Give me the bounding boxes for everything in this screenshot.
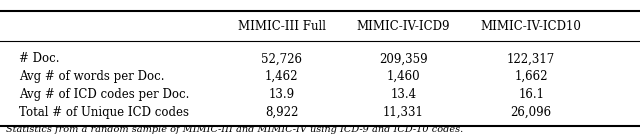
Text: 1,662: 1,662: [515, 70, 548, 83]
Text: MIMIC-III Full: MIMIC-III Full: [237, 20, 326, 32]
Text: 209,359: 209,359: [379, 52, 428, 65]
Text: # Doc.: # Doc.: [19, 52, 60, 65]
Text: MIMIC-IV-ICD9: MIMIC-IV-ICD9: [356, 20, 450, 32]
Text: Total # of Unique ICD codes: Total # of Unique ICD codes: [19, 106, 189, 119]
Text: Avg # of ICD codes per Doc.: Avg # of ICD codes per Doc.: [19, 88, 189, 101]
Text: 13.4: 13.4: [390, 88, 416, 101]
Text: 122,317: 122,317: [507, 52, 556, 65]
Text: 11,331: 11,331: [383, 106, 424, 119]
Text: Statistics from a random sample of MIMIC-III and MIMIC-IV using ICD-9 and ICD-10: Statistics from a random sample of MIMIC…: [6, 125, 463, 134]
Text: 13.9: 13.9: [269, 88, 294, 101]
Text: 16.1: 16.1: [518, 88, 544, 101]
Text: 1,462: 1,462: [265, 70, 298, 83]
Text: 26,096: 26,096: [511, 106, 552, 119]
Text: 8,922: 8,922: [265, 106, 298, 119]
Text: 52,726: 52,726: [261, 52, 302, 65]
Text: 1,460: 1,460: [387, 70, 420, 83]
Text: MIMIC-IV-ICD10: MIMIC-IV-ICD10: [481, 20, 582, 32]
Text: Avg # of words per Doc.: Avg # of words per Doc.: [19, 70, 164, 83]
